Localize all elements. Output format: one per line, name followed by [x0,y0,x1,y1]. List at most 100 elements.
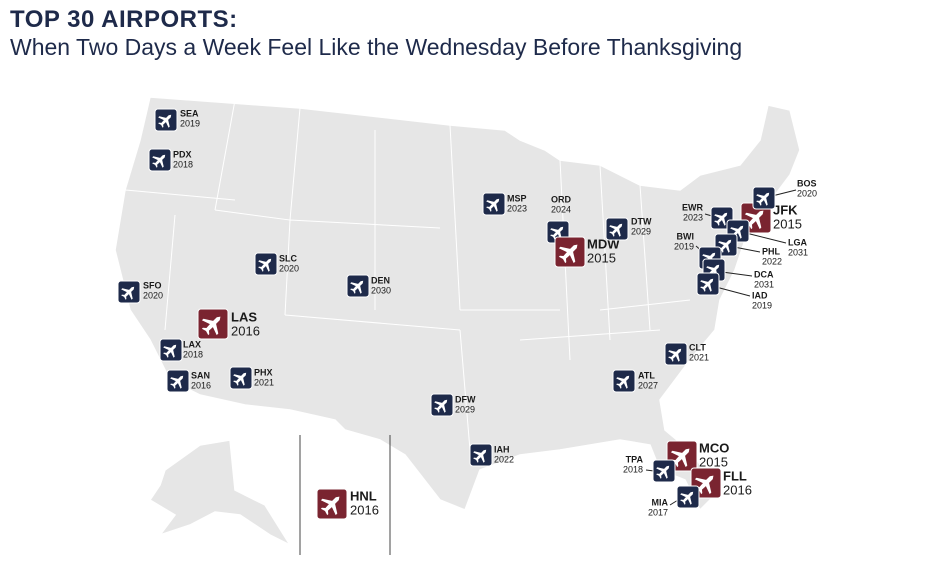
airport-year: 2029 [631,226,651,236]
airport-year: 2031 [788,247,808,257]
plane-icon [744,210,764,230]
leader-line [715,286,751,297]
airport-year: 2020 [279,263,299,273]
airport-year: 2023 [683,212,703,222]
leader-line [771,189,797,197]
airport-year: 2016 [231,323,260,338]
airport-year: 2021 [689,352,709,362]
plane-icon [163,344,177,358]
airport-code: FLL [723,468,747,483]
plane-icon [320,496,340,516]
airport-code: IAD [752,290,768,300]
airport-code: SEA [180,108,199,118]
airport-year: 2016 [723,482,752,497]
airport-code: EWR [682,202,703,212]
leader-line [745,232,787,244]
plane-icon [668,348,682,362]
plane-icon [616,375,630,389]
plane-icon [121,286,135,300]
plane-icon [694,475,714,495]
airport-year: 2015 [587,250,616,265]
airports: SEA2019PDX2018SFO2020LAS2016LAX2018SAN20… [117,108,817,520]
airport-year: 2031 [754,279,774,289]
airport-code: MCO [699,440,729,455]
subtitle: When Two Days a Week Feel Like the Wedne… [10,34,743,60]
airport-year: 2027 [638,380,658,390]
plane-icon [473,449,487,463]
airport-year: 2015 [773,216,802,231]
plane-icon [434,399,448,413]
plane-icon [350,280,364,294]
leaders [645,189,797,506]
airport-code: DCA [754,269,774,279]
airport-year: 2023 [507,203,527,213]
airport-code: SLC [279,253,298,263]
dividers [299,435,391,555]
airport-code: MIA [652,497,669,507]
plane-icon [258,258,272,272]
plane-icon [680,491,694,505]
airport-year: 2017 [648,507,668,517]
airport-code: JFK [773,202,798,217]
airport-year: 2015 [699,454,728,469]
airport-year: 2016 [191,380,211,390]
airport-code: DFW [455,394,476,404]
plane-icon [201,316,221,336]
airport-code: PDX [173,149,192,159]
plane-icon [756,192,770,206]
plane-icon [233,372,247,386]
airport-year: 2030 [371,285,391,295]
airport-code: LAS [231,309,257,324]
airport-year: 2016 [350,502,379,517]
plane-icon [158,114,172,128]
airport-year: 2022 [494,454,514,464]
title: TOP 30 AIRPORTS: [10,6,238,33]
airport-code: BWI [677,231,695,241]
state-lines [124,99,691,451]
airport-code: IAH [494,444,510,454]
airport-year: 2018 [183,349,203,359]
airport-code: SAN [191,370,210,380]
airport-code: LGA [788,237,807,247]
plane-icon [486,198,500,212]
plane-icon [656,465,670,479]
alaska [148,439,293,547]
airport-year: 2021 [254,377,274,387]
airport-code: DTW [631,216,652,226]
plane-icon [170,375,184,389]
airport-code: ATL [638,370,655,380]
airport-year: 2020 [797,188,817,198]
airport-code: TPA [626,454,644,464]
plane-icon [558,244,578,264]
plane-icon [670,448,690,468]
state-line [124,99,691,451]
plane-icon [152,154,166,168]
airport-code: PHL [762,246,781,256]
airport-code: BOS [797,178,817,188]
leader-line [733,246,761,253]
airport-year: 2019 [180,118,200,128]
airport-code: MSP [507,193,527,203]
